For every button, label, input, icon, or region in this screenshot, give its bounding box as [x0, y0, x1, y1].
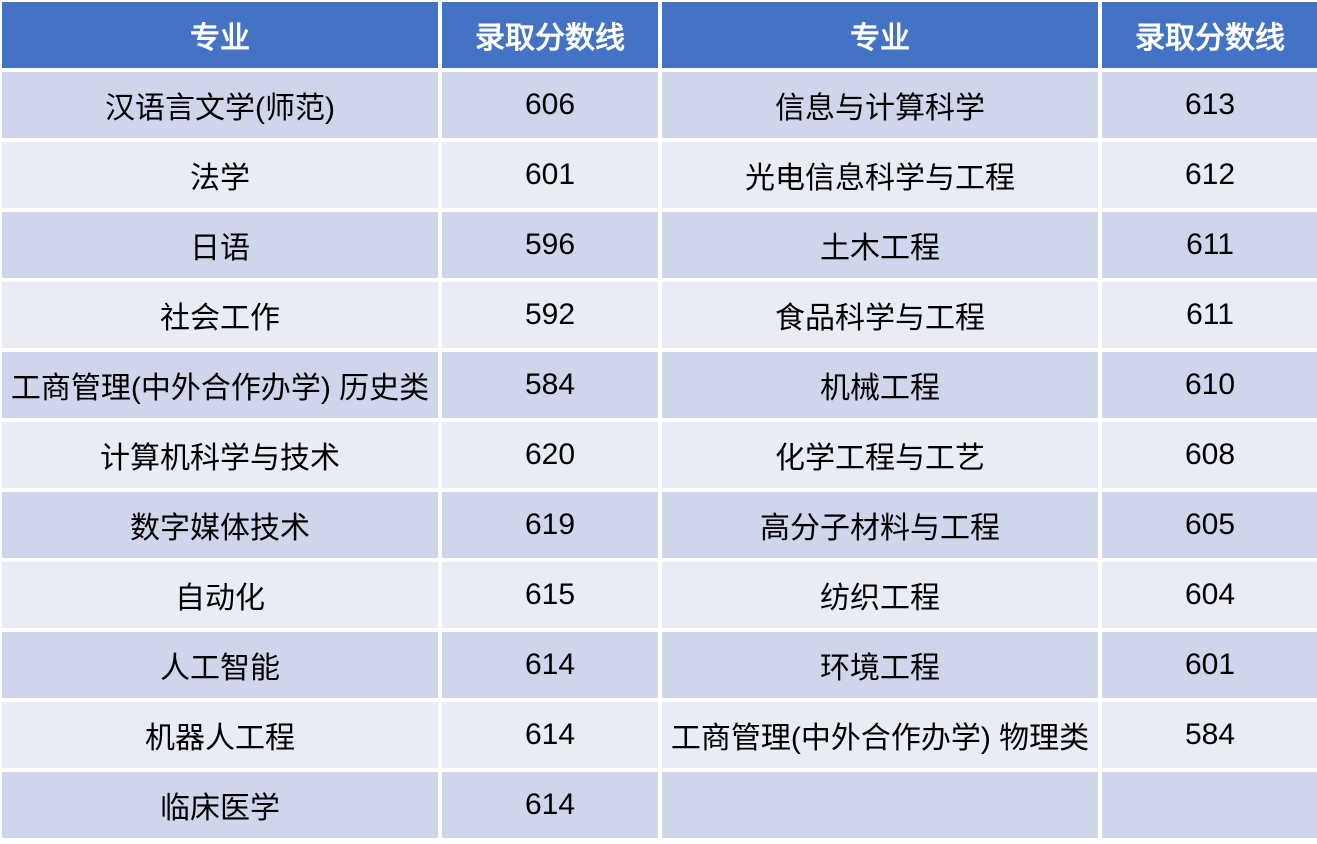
- cell-score: 611: [1100, 280, 1317, 350]
- cell-score: 584: [1100, 700, 1317, 770]
- cell-major: 数字媒体技术: [0, 490, 440, 560]
- cell-major: 社会工作: [0, 280, 440, 350]
- cell-score: 612: [1100, 140, 1317, 210]
- cell-score: 606: [440, 70, 660, 140]
- cell-major: 机械工程: [660, 350, 1100, 420]
- cell-major: 汉语言文学(师范): [0, 70, 440, 140]
- table-row: 社会工作592食品科学与工程611: [0, 280, 1317, 350]
- cell-major: 法学: [0, 140, 440, 210]
- table-header-row: 专业 录取分数线 专业 录取分数线: [0, 0, 1317, 70]
- cell-score: [1100, 770, 1317, 840]
- cell-score: 610: [1100, 350, 1317, 420]
- table-row: 数字媒体技术619高分子材料与工程605: [0, 490, 1317, 560]
- cell-score: 596: [440, 210, 660, 280]
- cell-major: 日语: [0, 210, 440, 280]
- cell-score: 613: [1100, 70, 1317, 140]
- admission-score-table: 专业 录取分数线 专业 录取分数线 汉语言文学(师范)606信息与计算科学613…: [0, 0, 1317, 840]
- cell-score: 584: [440, 350, 660, 420]
- table-row: 工商管理(中外合作办学) 历史类584机械工程610: [0, 350, 1317, 420]
- header-score-1: 录取分数线: [440, 0, 660, 70]
- cell-major: 光电信息科学与工程: [660, 140, 1100, 210]
- cell-major: 自动化: [0, 560, 440, 630]
- header-major-1: 专业: [0, 0, 440, 70]
- table-row: 临床医学614: [0, 770, 1317, 840]
- table-body: 汉语言文学(师范)606信息与计算科学613法学601光电信息科学与工程612日…: [0, 70, 1317, 840]
- cell-major: 计算机科学与技术: [0, 420, 440, 490]
- cell-major: 土木工程: [660, 210, 1100, 280]
- cell-major: 高分子材料与工程: [660, 490, 1100, 560]
- cell-score: 601: [1100, 630, 1317, 700]
- cell-major: 纺织工程: [660, 560, 1100, 630]
- header-score-2: 录取分数线: [1100, 0, 1317, 70]
- cell-score: 592: [440, 280, 660, 350]
- table-row: 自动化615纺织工程604: [0, 560, 1317, 630]
- table-row: 机器人工程614工商管理(中外合作办学) 物理类584: [0, 700, 1317, 770]
- cell-score: 614: [440, 770, 660, 840]
- cell-major: 食品科学与工程: [660, 280, 1100, 350]
- cell-score: 620: [440, 420, 660, 490]
- cell-score: 604: [1100, 560, 1317, 630]
- cell-major: [660, 770, 1100, 840]
- table-row: 日语596土木工程611: [0, 210, 1317, 280]
- cell-score: 614: [440, 700, 660, 770]
- table-row: 人工智能614环境工程601: [0, 630, 1317, 700]
- cell-major: 机器人工程: [0, 700, 440, 770]
- header-major-2: 专业: [660, 0, 1100, 70]
- cell-score: 615: [440, 560, 660, 630]
- cell-score: 614: [440, 630, 660, 700]
- cell-score: 608: [1100, 420, 1317, 490]
- table-row: 法学601光电信息科学与工程612: [0, 140, 1317, 210]
- cell-score: 605: [1100, 490, 1317, 560]
- cell-score: 601: [440, 140, 660, 210]
- cell-major: 化学工程与工艺: [660, 420, 1100, 490]
- cell-score: 611: [1100, 210, 1317, 280]
- cell-major: 人工智能: [0, 630, 440, 700]
- cell-major: 工商管理(中外合作办学) 历史类: [0, 350, 440, 420]
- cell-major: 信息与计算科学: [660, 70, 1100, 140]
- cell-score: 619: [440, 490, 660, 560]
- table-row: 汉语言文学(师范)606信息与计算科学613: [0, 70, 1317, 140]
- cell-major: 工商管理(中外合作办学) 物理类: [660, 700, 1100, 770]
- cell-major: 环境工程: [660, 630, 1100, 700]
- cell-major: 临床医学: [0, 770, 440, 840]
- table-row: 计算机科学与技术620化学工程与工艺608: [0, 420, 1317, 490]
